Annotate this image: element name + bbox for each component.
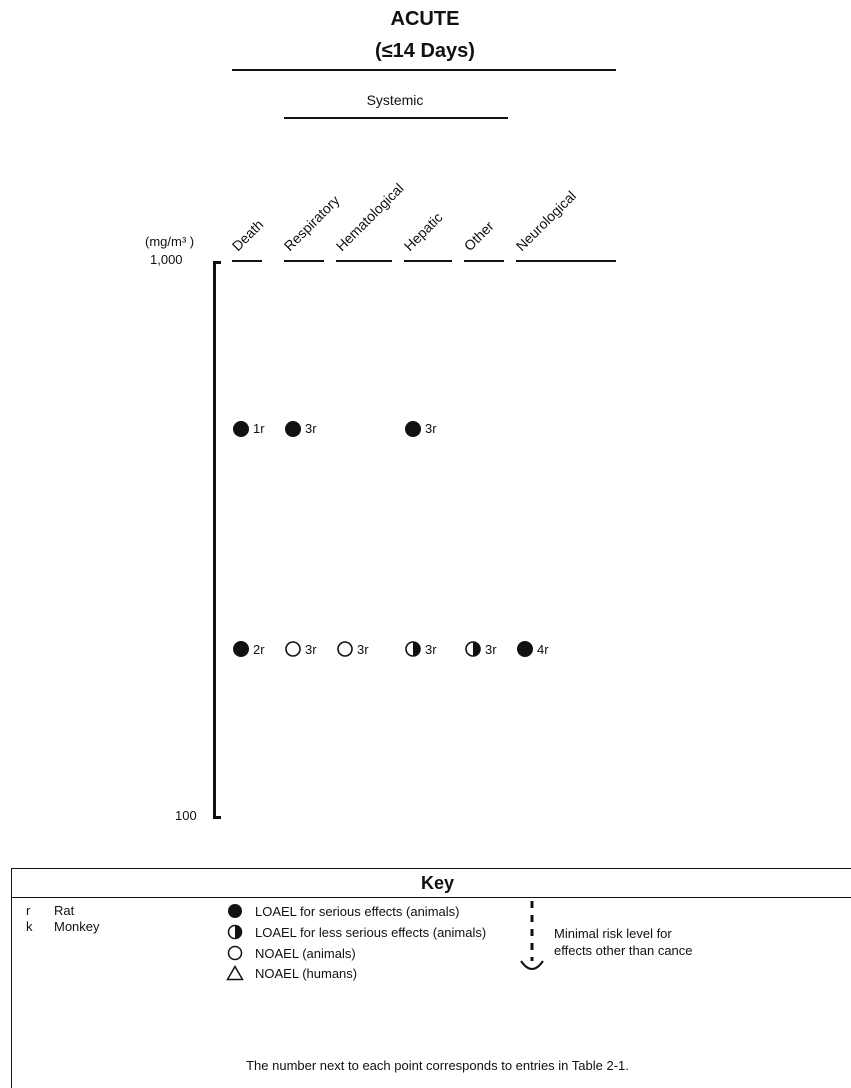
- y-axis-line: [213, 261, 216, 818]
- data-point-hepatic-3r: 3r: [404, 640, 437, 658]
- key-label-noael-humans: NOAEL (humans): [255, 965, 358, 981]
- data-point-respiratory-3r: 3r: [284, 640, 317, 658]
- y-axis-top-tick: [213, 261, 221, 264]
- column-label-hepatic: Hepatic: [400, 209, 446, 254]
- species-name-rat: Rat: [54, 903, 75, 918]
- filled-circle-icon: [225, 903, 245, 919]
- column-header-rule-neurological: [516, 260, 616, 262]
- data-point-label: 3r: [425, 421, 437, 437]
- filled-circle-marker: [284, 420, 302, 438]
- chart-title: ACUTE: [390, 8, 460, 30]
- data-point-respiratory-3r: 3r: [284, 420, 317, 438]
- data-point-label: 3r: [357, 641, 369, 657]
- species-abbr-rat: r: [26, 903, 31, 918]
- data-point-label: 3r: [485, 641, 497, 657]
- data-point-hematological-3r: 3r: [336, 640, 369, 658]
- column-header-rule-death: [232, 260, 262, 262]
- column-header-rule-hematological: [336, 260, 392, 262]
- column-label-hematological: Hematological: [332, 179, 407, 254]
- y-tick-label-100: 100: [175, 808, 197, 823]
- column-header-rule-hepatic: [404, 260, 452, 262]
- data-point-label: 3r: [305, 421, 317, 437]
- key-item-noael-humans: NOAEL (humans): [225, 965, 357, 981]
- mrl-label-line2: effects other than cance: [554, 943, 693, 958]
- column-header-rule-other: [464, 260, 504, 262]
- data-point-label: 1r: [253, 421, 265, 437]
- column-label-neurological: Neurological: [512, 187, 580, 254]
- half-circle-marker: [464, 640, 482, 658]
- column-label-other: Other: [460, 217, 497, 254]
- key-footnote: The number next to each point correspond…: [246, 1058, 629, 1073]
- data-point-other-3r: 3r: [464, 640, 497, 658]
- mrl-dashed-arrow-icon: [517, 899, 547, 984]
- legend-key: Key r Rat k Monkey LOAEL for serious eff…: [11, 868, 851, 1088]
- chart-subtitle: (≤14 Days): [375, 40, 475, 62]
- key-title: Key: [12, 869, 851, 898]
- data-point-death-1r: 1r: [232, 420, 265, 438]
- half-circle-marker: [404, 640, 422, 658]
- y-axis-unit-label: (mg/m³ ): [145, 234, 195, 249]
- column-label-respiratory: Respiratory: [280, 192, 343, 254]
- data-point-hepatic-3r: 3r: [404, 420, 437, 438]
- title-rule: [232, 69, 616, 71]
- filled-circle-marker: [404, 420, 422, 438]
- key-item-loael-less-serious: LOAEL for less serious effects (animals): [225, 924, 486, 940]
- y-tick-label-1000: 1,000: [150, 252, 183, 267]
- half-circle-icon: [225, 924, 245, 940]
- data-point-label: 3r: [305, 641, 317, 657]
- open-circle-marker: [284, 640, 302, 658]
- open-circle-marker: [336, 640, 354, 658]
- filled-circle-marker: [516, 640, 534, 658]
- triangle-icon: [225, 965, 245, 981]
- species-name-monkey: Monkey: [54, 919, 100, 934]
- key-item-loael-serious: LOAEL for serious effects (animals): [225, 903, 459, 919]
- data-point-label: 2r: [253, 641, 265, 657]
- systemic-group-label: Systemic: [366, 92, 424, 108]
- key-label-loael-less-serious: LOAEL for less serious effects (animals): [255, 924, 487, 940]
- column-label-death: Death: [228, 216, 267, 254]
- data-point-death-2r: 2r: [232, 640, 265, 658]
- data-point-neurological-4r: 4r: [516, 640, 549, 658]
- open-circle-icon: [225, 945, 245, 961]
- y-axis-bottom-tick: [213, 816, 221, 819]
- filled-circle-marker: [232, 640, 250, 658]
- key-item-noael-animals: NOAEL (animals): [225, 945, 356, 961]
- systemic-rule: [284, 117, 508, 119]
- key-label-loael-serious: LOAEL for serious effects (animals): [255, 903, 460, 919]
- column-header-rule-respiratory: [284, 260, 324, 262]
- filled-circle-marker: [232, 420, 250, 438]
- key-label-noael-animals: NOAEL (animals): [255, 945, 356, 961]
- species-abbr-monkey: k: [26, 919, 33, 934]
- data-point-label: 3r: [425, 641, 437, 657]
- mrl-label-line1: Minimal risk level for: [554, 926, 672, 941]
- data-point-label: 4r: [537, 641, 549, 657]
